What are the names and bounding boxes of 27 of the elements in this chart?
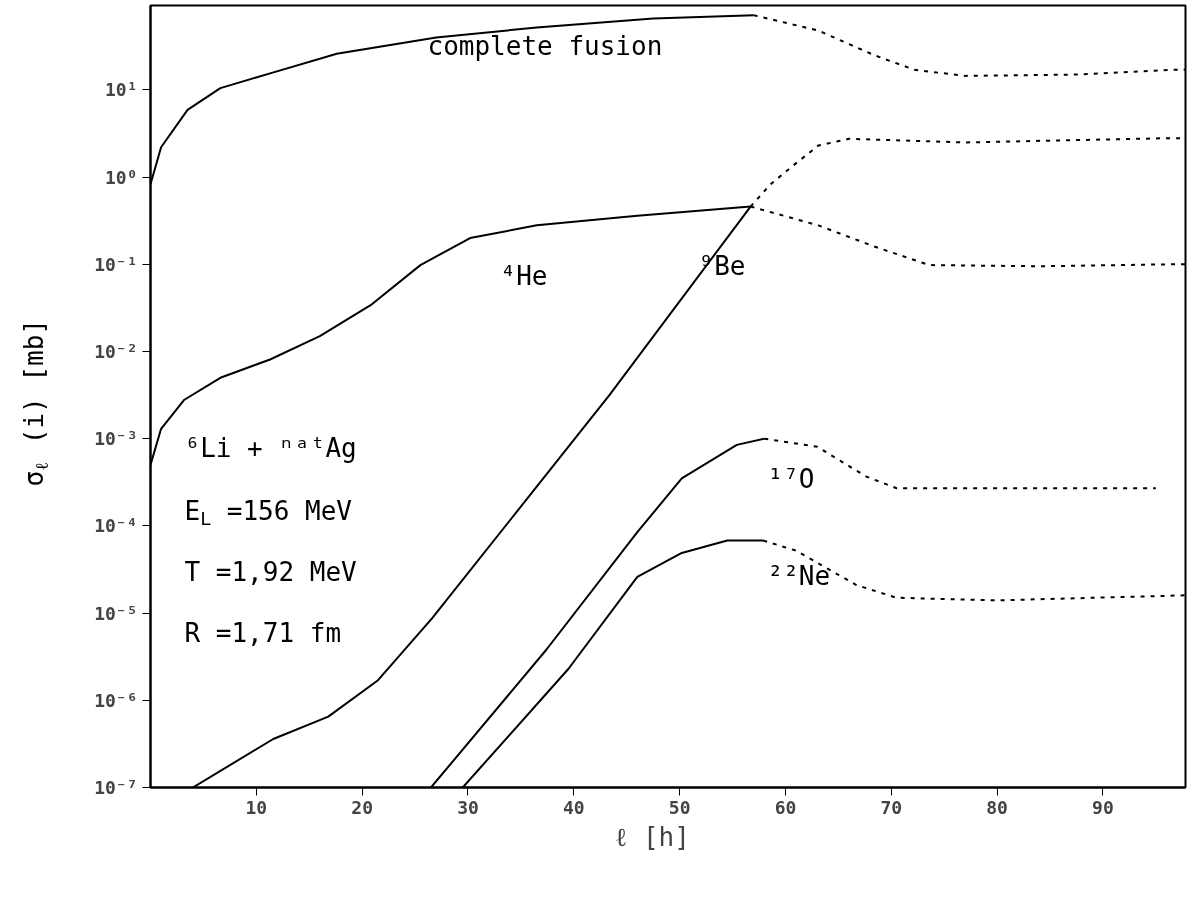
annotation: ⁶Li + ⁿᵃᵗAg [184,432,357,463]
x-axis-title: ℓ [h] [614,821,690,852]
y-axis-title: σℓ (i) [mb] [18,319,52,487]
x-tick-label: 80 [986,796,1008,818]
y-tick-label: 10⁻⁶ [94,689,138,711]
y-tick-label: 10⁻⁴ [94,515,138,537]
y-tick-label: 10⁻² [94,341,138,363]
annotation: T =1,92 MeV [184,556,357,587]
x-tick-label: 70 [880,796,903,818]
x-tick-label: 60 [774,796,797,818]
annotation: complete fusion [427,30,663,61]
x-tick-label: 20 [351,796,374,818]
annotation: ¹⁷O [767,463,815,494]
annotation: R =1,71 fm [184,617,342,648]
annotation: ²²Ne [767,560,831,591]
y-tick-label: 10¹ [104,79,138,101]
x-tick-label: 40 [562,796,585,818]
x-tick-label: 50 [668,796,691,818]
y-tick-label: 10⁻¹ [94,253,138,275]
x-tick-label: 90 [1092,796,1114,818]
x-tick-label: 10 [245,796,268,818]
x-tick-label: 30 [457,796,479,818]
y-tick-label: 10⁰ [104,166,138,188]
y-tick-label: 10⁻³ [94,428,138,450]
y-tick-label: 10⁻⁷ [94,777,138,798]
y-tick-label: 10⁻⁵ [94,602,138,624]
annotation: ⁴He [500,260,548,291]
